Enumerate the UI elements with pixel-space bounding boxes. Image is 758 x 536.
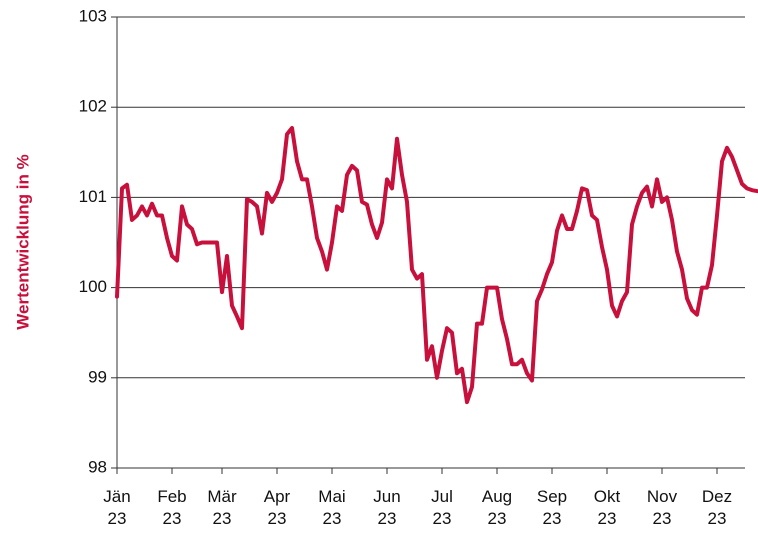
- line-series: [115, 125, 758, 405]
- x-tick-label: Jän 23: [103, 487, 131, 528]
- x-tick-label: Jun 23: [373, 487, 401, 528]
- x-tick-label: Dez 23: [701, 487, 733, 528]
- y-tick-label: 100: [79, 277, 107, 296]
- x-tick-label: Nov 23: [646, 487, 678, 528]
- y-tick-label: 103: [79, 6, 107, 25]
- y-tick-label: 101: [79, 187, 107, 206]
- y-tick-label: 99: [88, 367, 107, 386]
- x-tick-label: Aug 23: [481, 487, 513, 528]
- x-tick-label: Mai 23: [318, 487, 346, 528]
- y-tick-label: 98: [88, 457, 107, 476]
- x-tick-label: Mär 23: [207, 487, 237, 528]
- x-tick-label: Jul 23: [431, 487, 453, 528]
- x-tick-label: Apr 23: [263, 487, 291, 528]
- x-tick-label: Feb 23: [157, 487, 187, 528]
- y-axis-label: Wertentwicklung in %: [13, 154, 32, 329]
- x-tick-label: Okt 23: [593, 487, 621, 528]
- y-tick-label: 102: [79, 97, 107, 116]
- x-tick-label: Sep 23: [536, 487, 568, 528]
